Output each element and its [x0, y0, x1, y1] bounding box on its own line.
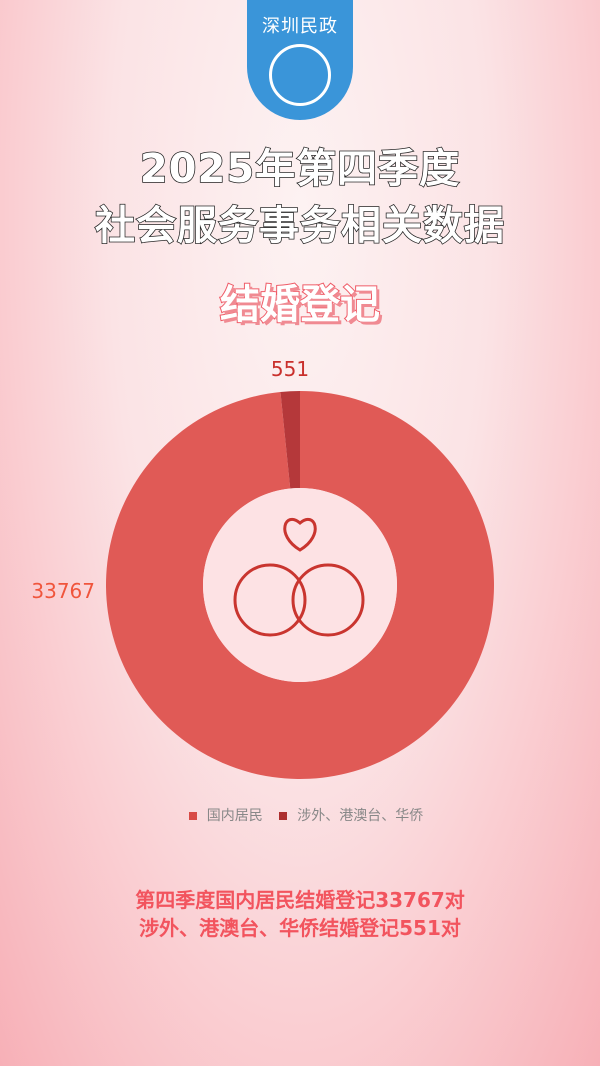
page-title-line1: 2025年第四季度	[139, 145, 461, 193]
data-label-1: 551	[271, 357, 309, 381]
legend: 国内居民 涉外、港澳台、华侨	[0, 805, 600, 825]
donut-hole	[203, 488, 397, 682]
section-title: 结婚登记	[219, 281, 381, 329]
donut-slice-0	[106, 391, 495, 779]
donut-slice-1	[280, 391, 300, 489]
note-line1: 第四季度国内居民结婚登记33767对	[135, 888, 465, 912]
legend-swatch-domestic	[188, 812, 197, 820]
donut-chart: 33767 551	[31, 357, 495, 779]
shenzhen-civil-affairs-logo: 深圳民政	[247, 0, 353, 120]
ring-icon-right	[291, 563, 365, 637]
legend-swatch-foreign	[279, 812, 288, 820]
data-label-0: 33767	[31, 579, 95, 603]
emblem-icon	[269, 44, 331, 106]
legend-label-foreign: 涉外、港澳台、华侨	[297, 808, 424, 824]
heart-icon	[283, 517, 317, 552]
page-title-line2: 社会服务事务相关数据	[94, 202, 505, 250]
legend-label-domestic: 国内居民	[206, 808, 263, 824]
logo-text: 深圳民政	[262, 16, 338, 37]
note-line2: 涉外、港澳台、华侨结婚登记551对	[139, 916, 461, 940]
ring-icon-left	[233, 563, 307, 637]
